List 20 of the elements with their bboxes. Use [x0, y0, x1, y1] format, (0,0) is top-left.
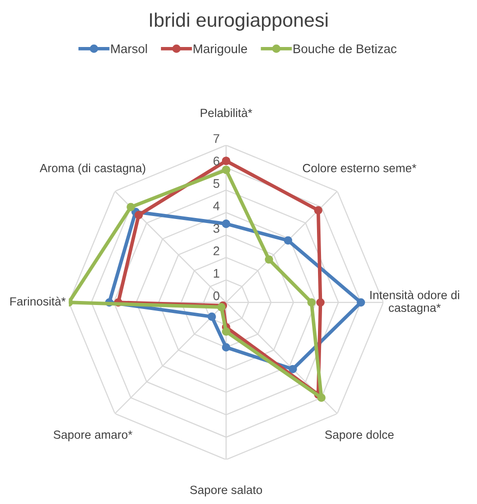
- spoke-label: Pelabilità*: [200, 108, 252, 118]
- y-tick-label: 0: [213, 291, 220, 300]
- y-tick-label: 7: [214, 134, 220, 143]
- y-tick-label: 4: [213, 202, 220, 210]
- y-tick-label: 5: [213, 179, 220, 188]
- spoke-label: Sapore salato: [190, 485, 262, 496]
- y-tick-label: 2: [214, 246, 220, 256]
- spoke-label: Colore esterno seme*: [302, 164, 416, 172]
- spoke-label: Aroma (di castagna): [40, 164, 146, 175]
- chart-title: Ibridi eurogiapponesi: [150, 12, 328, 31]
- legend-label: Bouche de Betizac: [294, 44, 396, 54]
- spoke-label: Intensità odore di castagna*: [370, 290, 460, 314]
- y-tick-label: 3: [213, 224, 220, 233]
- legend-label: Marigoule: [194, 44, 248, 56]
- y-tick-label: 6: [214, 156, 220, 166]
- y-tick-label: 1: [214, 269, 220, 278]
- spoke-label: Sapore amaro*: [54, 430, 132, 442]
- spoke-label: Sapore dolce: [325, 430, 394, 442]
- legend-label: Marsol: [111, 44, 147, 54]
- spoke-label: Farinosità*: [10, 296, 66, 306]
